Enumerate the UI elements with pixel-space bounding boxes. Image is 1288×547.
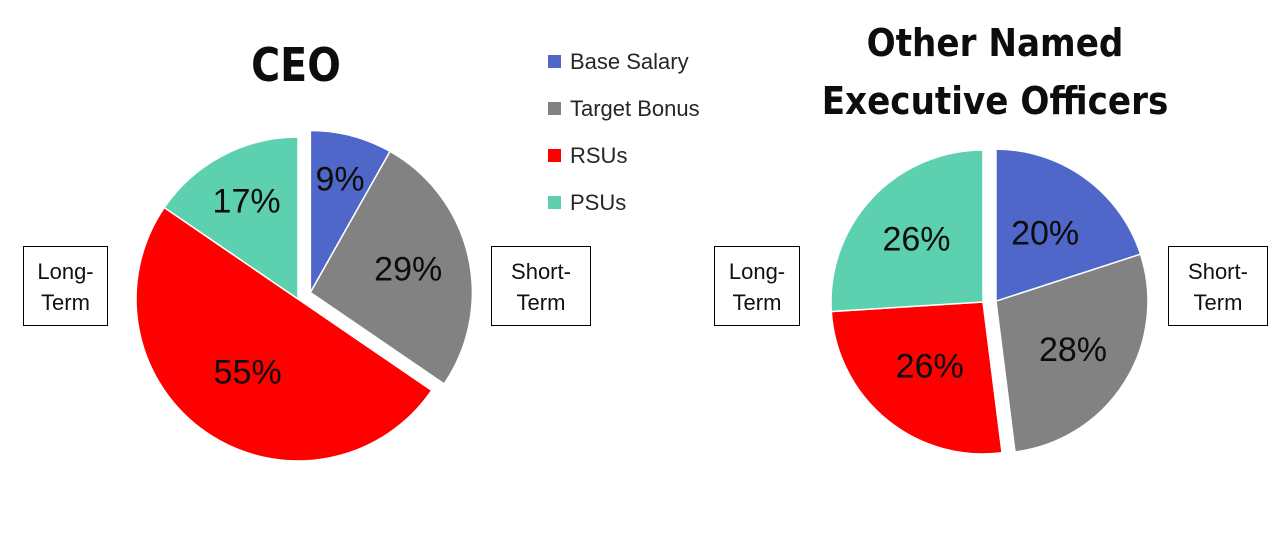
ceo-long-term-line-2: Term	[41, 290, 90, 315]
ceo-label-target-bonus: 29%	[374, 251, 442, 289]
neo-label-target-bonus: 28%	[1039, 331, 1107, 369]
ceo-long-term-box: Long- Term	[23, 246, 108, 326]
ceo-label-base-salary: 9%	[315, 161, 364, 199]
neo-slice-base-salary	[995, 148, 1142, 303]
neo-chart-title: Other Named Executive Officers	[802, 14, 1189, 130]
legend-label-target-bonus: Target Bonus	[570, 95, 700, 121]
neo-label-rsus: 26%	[896, 347, 964, 385]
neo-long-term-line-1: Long-	[728, 259, 786, 284]
neo-short-term-line-2: Term	[1193, 290, 1243, 315]
neo-title-line-1: Other Named	[866, 21, 1124, 65]
legend-label-psus: PSUs	[570, 189, 627, 215]
ceo-long-term-line-1: Long-	[37, 259, 94, 284]
ceo-slice-psus	[163, 136, 299, 301]
ceo-chart-title: CEO	[251, 38, 341, 92]
neo-slice-rsus	[830, 301, 1003, 455]
legend-swatch-rsus	[548, 149, 561, 162]
ceo-short-term-line-1: Short-	[511, 259, 571, 284]
ceo-label-rsus: 55%	[214, 354, 282, 392]
neo-long-term-line-2: Term	[732, 290, 782, 315]
legend-item-target-bonus: Target Bonus	[548, 85, 700, 132]
legend-label-rsus: RSUs	[570, 142, 628, 168]
legend-item-rsus: RSUs	[548, 132, 700, 179]
legend-swatch-psus	[548, 196, 561, 209]
neo-long-term-box: Long- Term	[714, 246, 800, 326]
neo-title-line-2: Executive Officers	[821, 79, 1169, 123]
neo-slice-target-bonus	[995, 253, 1149, 453]
ceo-label-psus: 17%	[213, 183, 281, 221]
ceo-short-term-box: Short- Term	[491, 246, 591, 326]
legend-swatch-base-salary	[548, 55, 561, 68]
legend-swatch-target-bonus	[548, 102, 561, 115]
neo-label-psus: 26%	[882, 221, 950, 259]
legend-item-psus: PSUs	[548, 179, 700, 226]
neo-short-term-line-1: Short-	[1188, 259, 1248, 284]
neo-slice-psus	[830, 149, 984, 313]
neo-label-base-salary: 20%	[1011, 215, 1079, 253]
chart-legend: Base Salary Target Bonus RSUs PSUs	[548, 38, 700, 226]
ceo-short-term-line-2: Term	[516, 290, 566, 315]
ceo-slice-rsus	[135, 206, 433, 462]
legend-label-base-salary: Base Salary	[570, 48, 689, 74]
legend-item-base-salary: Base Salary	[548, 38, 700, 85]
neo-short-term-box: Short- Term	[1168, 246, 1268, 326]
ceo-slice-target-bonus	[309, 150, 474, 385]
